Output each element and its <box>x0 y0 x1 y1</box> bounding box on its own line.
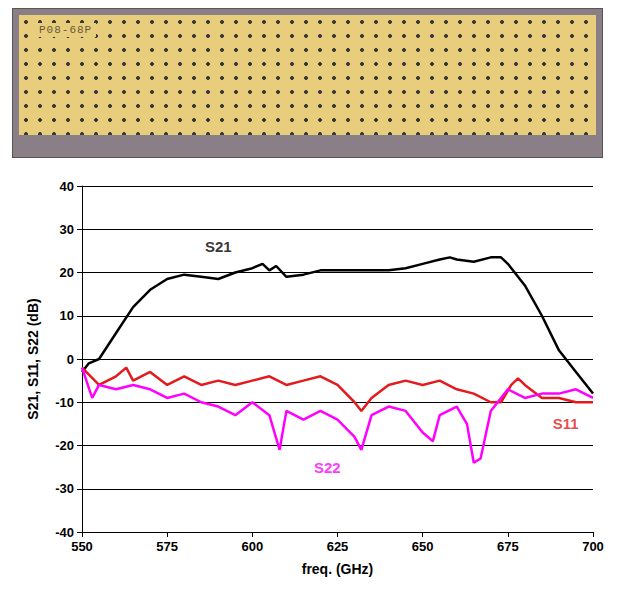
svg-text:S22: S22 <box>314 459 341 476</box>
svg-text:-40: -40 <box>55 525 74 540</box>
svg-text:0: 0 <box>67 352 74 367</box>
svg-text:freq. (GHz): freq. (GHz) <box>302 561 374 577</box>
svg-text:575: 575 <box>156 539 178 554</box>
svg-text:625: 625 <box>327 539 349 554</box>
svg-text:550: 550 <box>71 539 93 554</box>
svg-text:650: 650 <box>412 539 434 554</box>
svg-text:700: 700 <box>582 539 604 554</box>
svg-text:600: 600 <box>241 539 263 554</box>
svg-text:40: 40 <box>60 179 74 194</box>
html-text:P08-68P: P08-68P <box>39 24 93 36</box>
svg-text:-30: -30 <box>55 481 74 496</box>
svg-text:10: 10 <box>60 308 74 323</box>
svg-text:-20: -20 <box>55 438 74 453</box>
svg-text:20: 20 <box>60 265 74 280</box>
svg-text:675: 675 <box>497 539 519 554</box>
svg-text:S21: S21 <box>205 238 232 255</box>
svg-text:S11: S11 <box>553 415 579 432</box>
svg-text:30: 30 <box>60 222 74 237</box>
svg-text:-10: -10 <box>55 395 74 410</box>
svg-text:S21, S11, S22 (dB): S21, S11, S22 (dB) <box>25 298 41 419</box>
